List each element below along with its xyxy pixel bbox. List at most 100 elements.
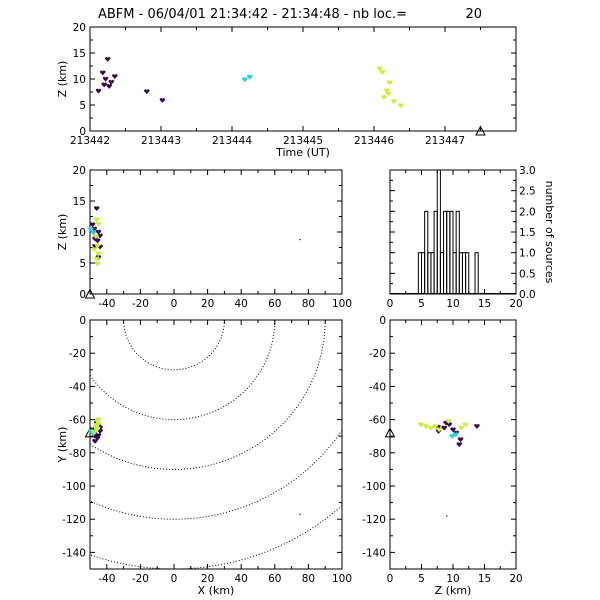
data-point [95,221,102,227]
y-axis-label: number of sources [543,181,556,284]
y-tick-label: -20 [69,348,86,360]
data-point [108,79,115,85]
y-tick-label: 1.5 [519,227,536,239]
data-point [92,438,98,444]
x-tick-label: 10 [446,298,459,310]
x-tick-label: -20 [132,298,149,310]
y-tick-label: -40 [369,381,386,393]
y-tick-label: 3.0 [519,165,536,177]
range-ring [340,567,342,569]
y-axis-label: Y (km) [56,427,69,464]
data-point [106,84,112,89]
x-axis-label: Time (UT) [275,146,330,159]
data-point [93,234,99,239]
data-point [376,66,383,72]
y-tick-label: -120 [362,514,386,526]
x-axis-label: X (km) [198,584,235,597]
y-tick-label: -60 [369,415,386,427]
data-point [436,427,442,433]
y-tick-label: -20 [369,348,386,360]
y-tick-label: -140 [62,547,86,559]
x-tick-label: 213444 [212,135,252,147]
figure-title: ABFM - 06/04/01 21:34:42 - 21:34:48 - nb… [98,7,407,22]
data-point [95,433,102,438]
stray-point [446,515,448,517]
x-tick-label: 100 [332,573,352,585]
x-height-panel: -40 -20 0 20 40 60 80 100 0 5 10 15 20 Z (km) [56,165,352,310]
data-points [88,206,103,267]
x-tick-label: 80 [302,573,315,585]
y-tick-label: 5 [79,258,86,270]
y-tick-label: 20 [73,22,86,34]
data-points [418,419,480,448]
y-tick-label: 10 [73,227,86,239]
x-tick-label: 10 [446,573,459,585]
data-point [89,222,96,228]
y-tick-label: 10 [73,74,86,86]
x-tick-label: 40 [235,573,248,585]
x-tick-label: -20 [132,573,149,585]
x-tick-label: 100 [332,298,352,310]
stray-point [299,238,301,241]
data-point [379,70,386,75]
data-point [386,80,393,86]
y-tick-label: -60 [69,415,86,427]
y-tick-label: -100 [362,481,386,493]
y-tick-label: 0.5 [519,268,536,280]
x-tick-label: 15 [478,573,491,585]
data-point [385,91,391,97]
data-point [93,206,100,212]
y-tick-label: -40 [69,381,86,393]
data-points [95,57,404,109]
x-tick-label: 213442 [70,135,110,147]
y-tick-label: -80 [69,448,86,460]
data-point [95,229,102,235]
data-point [93,423,100,429]
histogram-bar [465,252,470,295]
data-point [456,442,463,448]
x-tick-label: 15 [478,298,491,310]
height-histogram-panel: 0 5 10 15 200.0 0.5 1.0 1.5 2.0 2.5 3.0 number of s… [387,165,556,310]
x-tick-label: 5 [418,298,425,310]
data-point [450,427,456,433]
y-tick-label: 2.5 [519,186,536,198]
x-tick-label: 0 [387,298,394,310]
data-point [94,238,101,244]
data-point [112,74,118,79]
data-point [93,256,100,262]
data-point [88,227,94,233]
plot-frame [89,169,343,295]
x-tick-label: 5 [418,573,425,585]
data-point [91,429,97,435]
station-triangle-icon [84,288,96,299]
histogram-bars [390,169,516,295]
data-points [88,417,103,444]
plot-frame [89,26,517,132]
data-point [94,426,101,432]
data-point [452,432,459,438]
y-tick-label: 0.0 [519,289,536,301]
histogram-bar [474,252,479,295]
data-point [97,233,103,239]
y-tick-label: 0 [79,289,86,301]
y-axis-label: Z (km) [56,61,69,98]
data-point [423,424,429,429]
data-point [94,243,101,249]
data-point [428,425,434,431]
x-axis-label: Z (km) [435,584,472,597]
plot-frame [389,319,517,570]
data-point [102,76,109,82]
x-tick-label: 60 [268,298,281,310]
data-point [97,428,103,434]
y-tick-label: -100 [62,481,86,493]
data-point [95,88,102,94]
x-tick-label: 20 [201,573,214,585]
x-tick-label: 20 [201,298,214,310]
x-tick-label: 20 [509,298,522,310]
x-tick-label: 20 [509,573,522,585]
data-point [384,88,390,94]
stray-point [299,513,301,515]
range-rings [90,320,342,569]
data-point [391,99,397,104]
x-tick-label: 0 [171,573,178,585]
